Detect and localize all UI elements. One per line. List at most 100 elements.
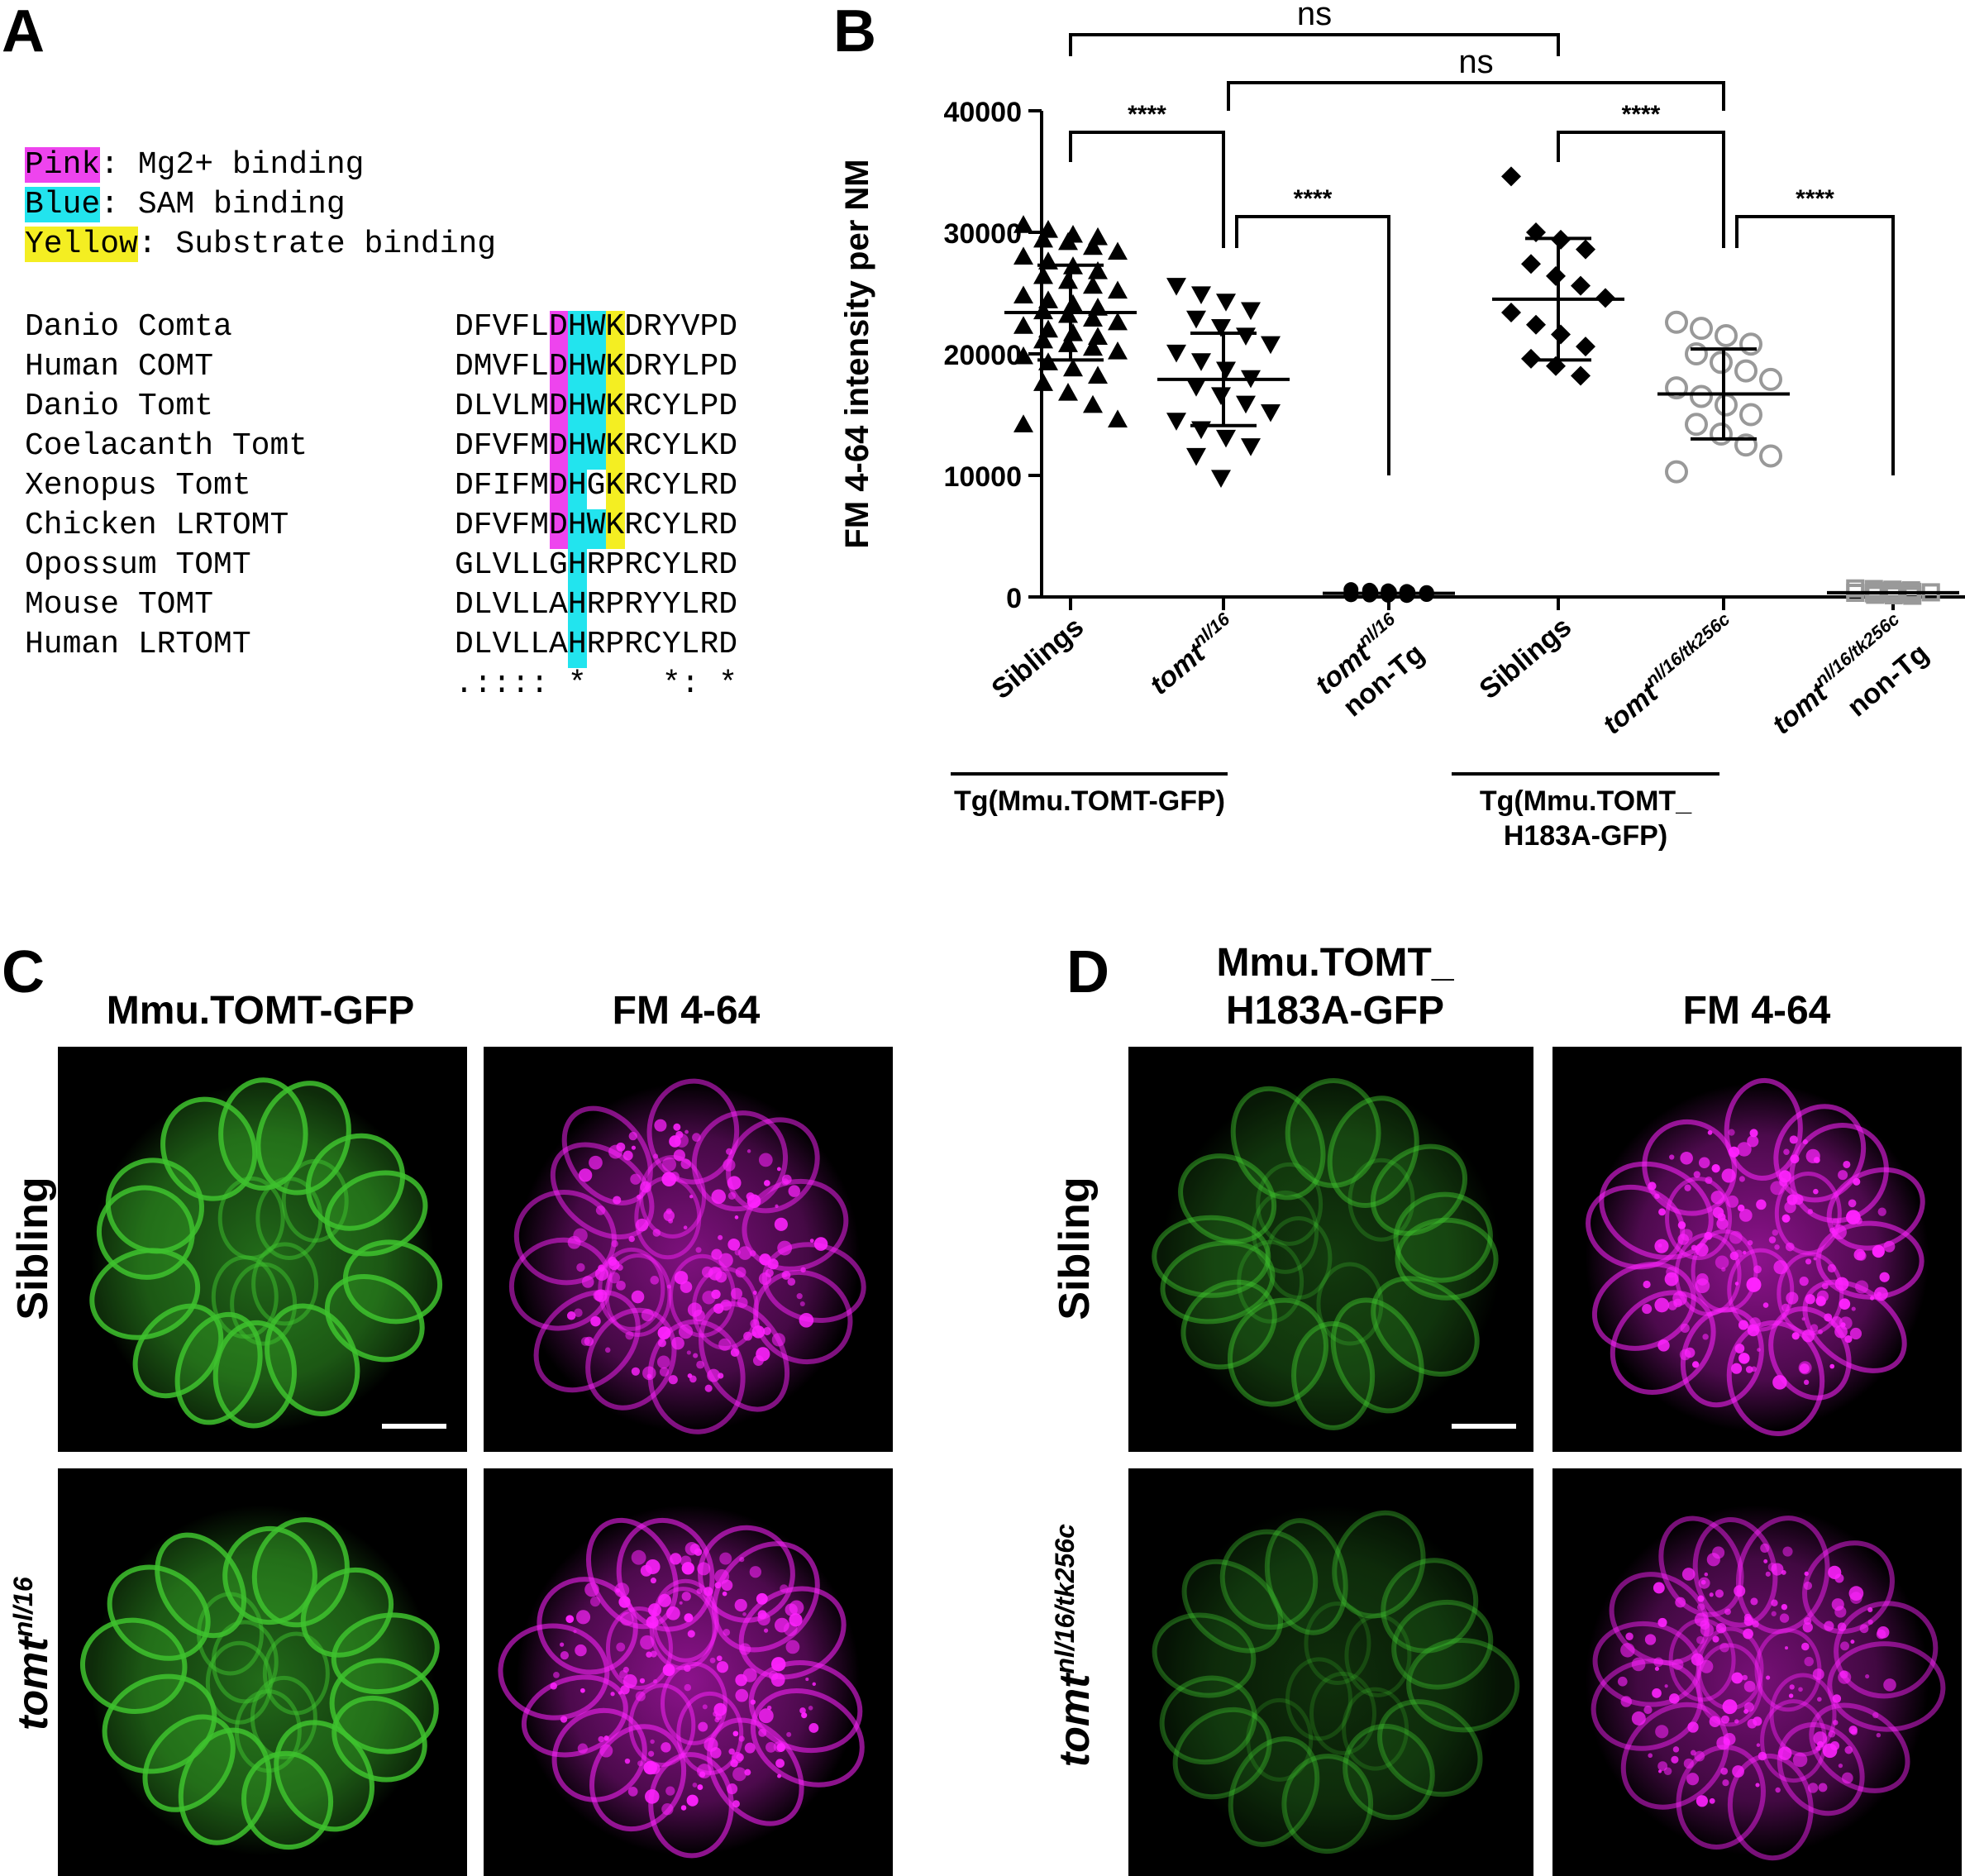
data-point <box>1236 395 1256 414</box>
fm-puncta <box>1694 1750 1705 1762</box>
alignment-column-highlight <box>606 311 626 549</box>
data-point <box>1715 393 1738 417</box>
hair-cell-outline <box>628 1683 696 1768</box>
hair-cell-outline <box>605 1606 673 1690</box>
fm-puncta <box>669 1135 681 1148</box>
species-name: Human COMT <box>25 349 214 384</box>
fm-puncta <box>1772 1375 1787 1390</box>
fm-puncta <box>645 1789 660 1804</box>
fm-puncta <box>723 1628 731 1636</box>
data-point <box>1866 585 1885 604</box>
fm-puncta <box>1817 1697 1822 1702</box>
fm-puncta <box>1781 1214 1791 1223</box>
fm-puncta <box>1700 1659 1714 1673</box>
fm-puncta <box>1706 1553 1720 1567</box>
fm-puncta <box>693 1353 699 1358</box>
fm-puncta <box>727 1191 737 1200</box>
fm-puncta <box>1756 1199 1767 1210</box>
fm-puncta <box>631 1145 637 1150</box>
data-point <box>1108 341 1128 360</box>
significance-label: **** <box>1128 101 1166 128</box>
fm-puncta <box>1816 1290 1829 1302</box>
fm-puncta <box>1734 1585 1746 1597</box>
fm-puncta <box>560 1650 570 1660</box>
data-point <box>1551 324 1571 345</box>
hair-cell-outline <box>1172 1707 1272 1800</box>
fm-puncta <box>553 1671 560 1678</box>
fm-puncta <box>611 1239 618 1248</box>
fm-puncta <box>640 1181 652 1193</box>
fm-puncta <box>1798 1687 1803 1692</box>
fm-puncta <box>785 1603 798 1616</box>
fm-puncta <box>1681 1568 1696 1581</box>
fm-puncta <box>1642 1304 1653 1315</box>
fm-puncta <box>1832 1720 1839 1726</box>
hair-cell-outline <box>1304 1601 1371 1685</box>
species-name: Xenopus Tomt <box>25 468 251 504</box>
x-tick-label: Siblings <box>985 611 1090 705</box>
hair-cell-outline <box>646 1078 740 1185</box>
fm-puncta <box>1789 1684 1795 1690</box>
fm-puncta <box>1658 1208 1666 1216</box>
fm-puncta <box>1698 1157 1710 1169</box>
fm-puncta <box>1722 1699 1738 1715</box>
fm-puncta <box>1824 1313 1833 1322</box>
fm-puncta <box>1857 1251 1867 1261</box>
alignment-column-highlight <box>568 311 588 668</box>
fm-puncta <box>1719 1642 1729 1653</box>
data-point <box>1216 429 1236 448</box>
chart-data-points <box>1004 166 1959 605</box>
fm-puncta <box>1722 1779 1729 1787</box>
fm-puncta <box>1838 1170 1848 1181</box>
fm-puncta <box>715 1271 727 1283</box>
hair-cell-outline <box>1219 1529 1319 1630</box>
fm-puncta <box>1765 1571 1771 1577</box>
fm-puncta <box>734 1598 747 1612</box>
fm-puncta <box>673 1149 685 1162</box>
fm-puncta <box>1631 1657 1646 1672</box>
fm-puncta <box>665 1606 680 1621</box>
fm-puncta <box>735 1267 746 1278</box>
fm-puncta <box>631 1549 646 1565</box>
data-point <box>1710 351 1733 375</box>
fm-puncta <box>1788 1693 1794 1698</box>
fm-puncta <box>1762 1302 1769 1308</box>
data-point <box>1399 588 1414 604</box>
fm-puncta <box>1644 1634 1657 1645</box>
fm-puncta <box>662 1664 675 1677</box>
fm-puncta <box>1652 1688 1662 1698</box>
fm-puncta <box>812 1682 816 1687</box>
fm-puncta <box>1843 1160 1851 1168</box>
fm-puncta <box>650 1578 656 1584</box>
panel-c-title-fm: FM 4-64 <box>612 989 761 1033</box>
fm-puncta <box>1768 1236 1777 1244</box>
fm-puncta <box>1831 1598 1844 1611</box>
fm-puncta <box>1747 1324 1760 1337</box>
legend-row-yellow: Yellow: Substrate binding <box>25 225 496 265</box>
fm-puncta <box>1801 1317 1805 1321</box>
fm-puncta <box>1715 1255 1729 1270</box>
fm-puncta <box>630 1173 641 1185</box>
fm-puncta <box>1716 1217 1729 1230</box>
fm-puncta <box>799 1707 806 1714</box>
fm-puncta <box>697 1764 712 1779</box>
fm-puncta <box>656 1355 670 1369</box>
fm-puncta <box>657 1339 666 1348</box>
fm-intensity-scatter-chart: 0 10000 20000 30000 40000 FM 4-64 intensity p… <box>839 0 1965 852</box>
fm-puncta <box>1844 1745 1853 1754</box>
fm-puncta <box>1677 1234 1690 1245</box>
fm-puncta <box>1791 1332 1800 1340</box>
fm-puncta <box>743 1331 753 1341</box>
species-name: Opossum TOMT <box>25 547 251 583</box>
data-point <box>1546 265 1566 286</box>
fm-puncta <box>684 1613 694 1623</box>
fm-puncta <box>776 1167 781 1172</box>
fm-puncta <box>1779 1613 1790 1623</box>
fm-puncta <box>1781 1303 1790 1312</box>
hair-cell-outline <box>1406 1638 1520 1733</box>
hair-cell-outline <box>1281 1754 1374 1855</box>
hair-cell-outline <box>1152 1612 1257 1698</box>
fm-puncta <box>599 1744 613 1758</box>
fm-puncta <box>1799 1277 1809 1286</box>
